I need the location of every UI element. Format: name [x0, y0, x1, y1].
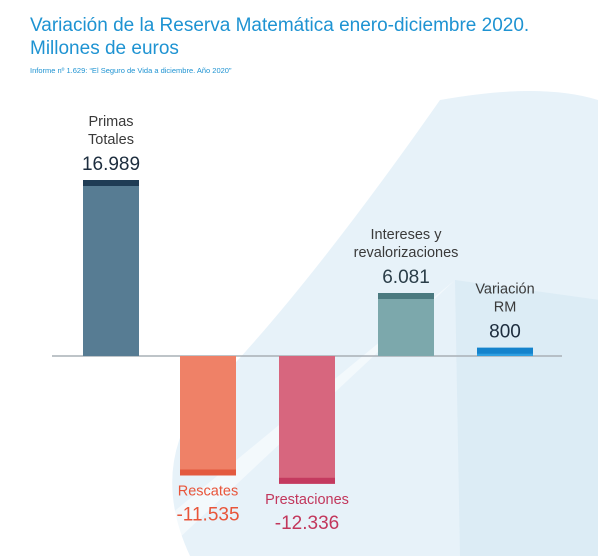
bar-label-0-line-1: Totales	[88, 132, 134, 148]
bar-3	[378, 293, 434, 356]
bar-cap-3	[378, 293, 434, 300]
chart-title: Variación de la Reserva Matemática enero…	[30, 14, 590, 60]
bar-value-label-1: -11.535	[176, 504, 239, 525]
bar-label-2-line-0: Prestaciones	[265, 492, 349, 508]
bar-value-label-4: 800	[489, 322, 521, 343]
bar-value-label-0: 16.989	[82, 154, 140, 175]
bar-2	[279, 356, 335, 484]
bar-label-3-line-0: Intereses y	[371, 227, 443, 243]
bar-group-2: Prestaciones -12.336	[265, 356, 349, 534]
bar-label-4-line-1: RM	[494, 300, 517, 316]
chart-subtitle: Informe nº 1.629: “El Seguro de Vida a d…	[30, 66, 232, 75]
title-line-2: Millones de euros	[30, 38, 179, 59]
bar-group-4: Variación RM 800	[475, 282, 535, 356]
bar-cap-4	[477, 347, 533, 354]
bar-label-3-line-1: revalorizaciones	[354, 245, 459, 261]
bar-label-1-line-0: Rescates	[178, 483, 238, 499]
bar-cap-1	[180, 469, 236, 476]
bar-value-label-2: -12.336	[275, 513, 339, 534]
bar-group-0: Primas Totales 16.989	[82, 114, 140, 356]
bar-group-1: Rescates -11.535	[176, 356, 240, 525]
bar-0	[83, 180, 139, 356]
bar-label-0-line-0: Primas	[88, 114, 133, 130]
bars-layer: Primas Totales 16.989 Rescates -11.535 Presta…	[82, 114, 535, 534]
bar-1	[180, 356, 236, 476]
bar-group-3: Intereses y revalorizaciones 6.081	[354, 227, 459, 356]
bar-cap-0	[83, 180, 139, 186]
bar-label-4-line-0: Variación	[475, 282, 534, 298]
title-line-1: Variación de la Reserva Matemática enero…	[30, 15, 530, 36]
bar-cap-2	[279, 477, 335, 484]
bar-value-label-3: 6.081	[382, 267, 430, 288]
